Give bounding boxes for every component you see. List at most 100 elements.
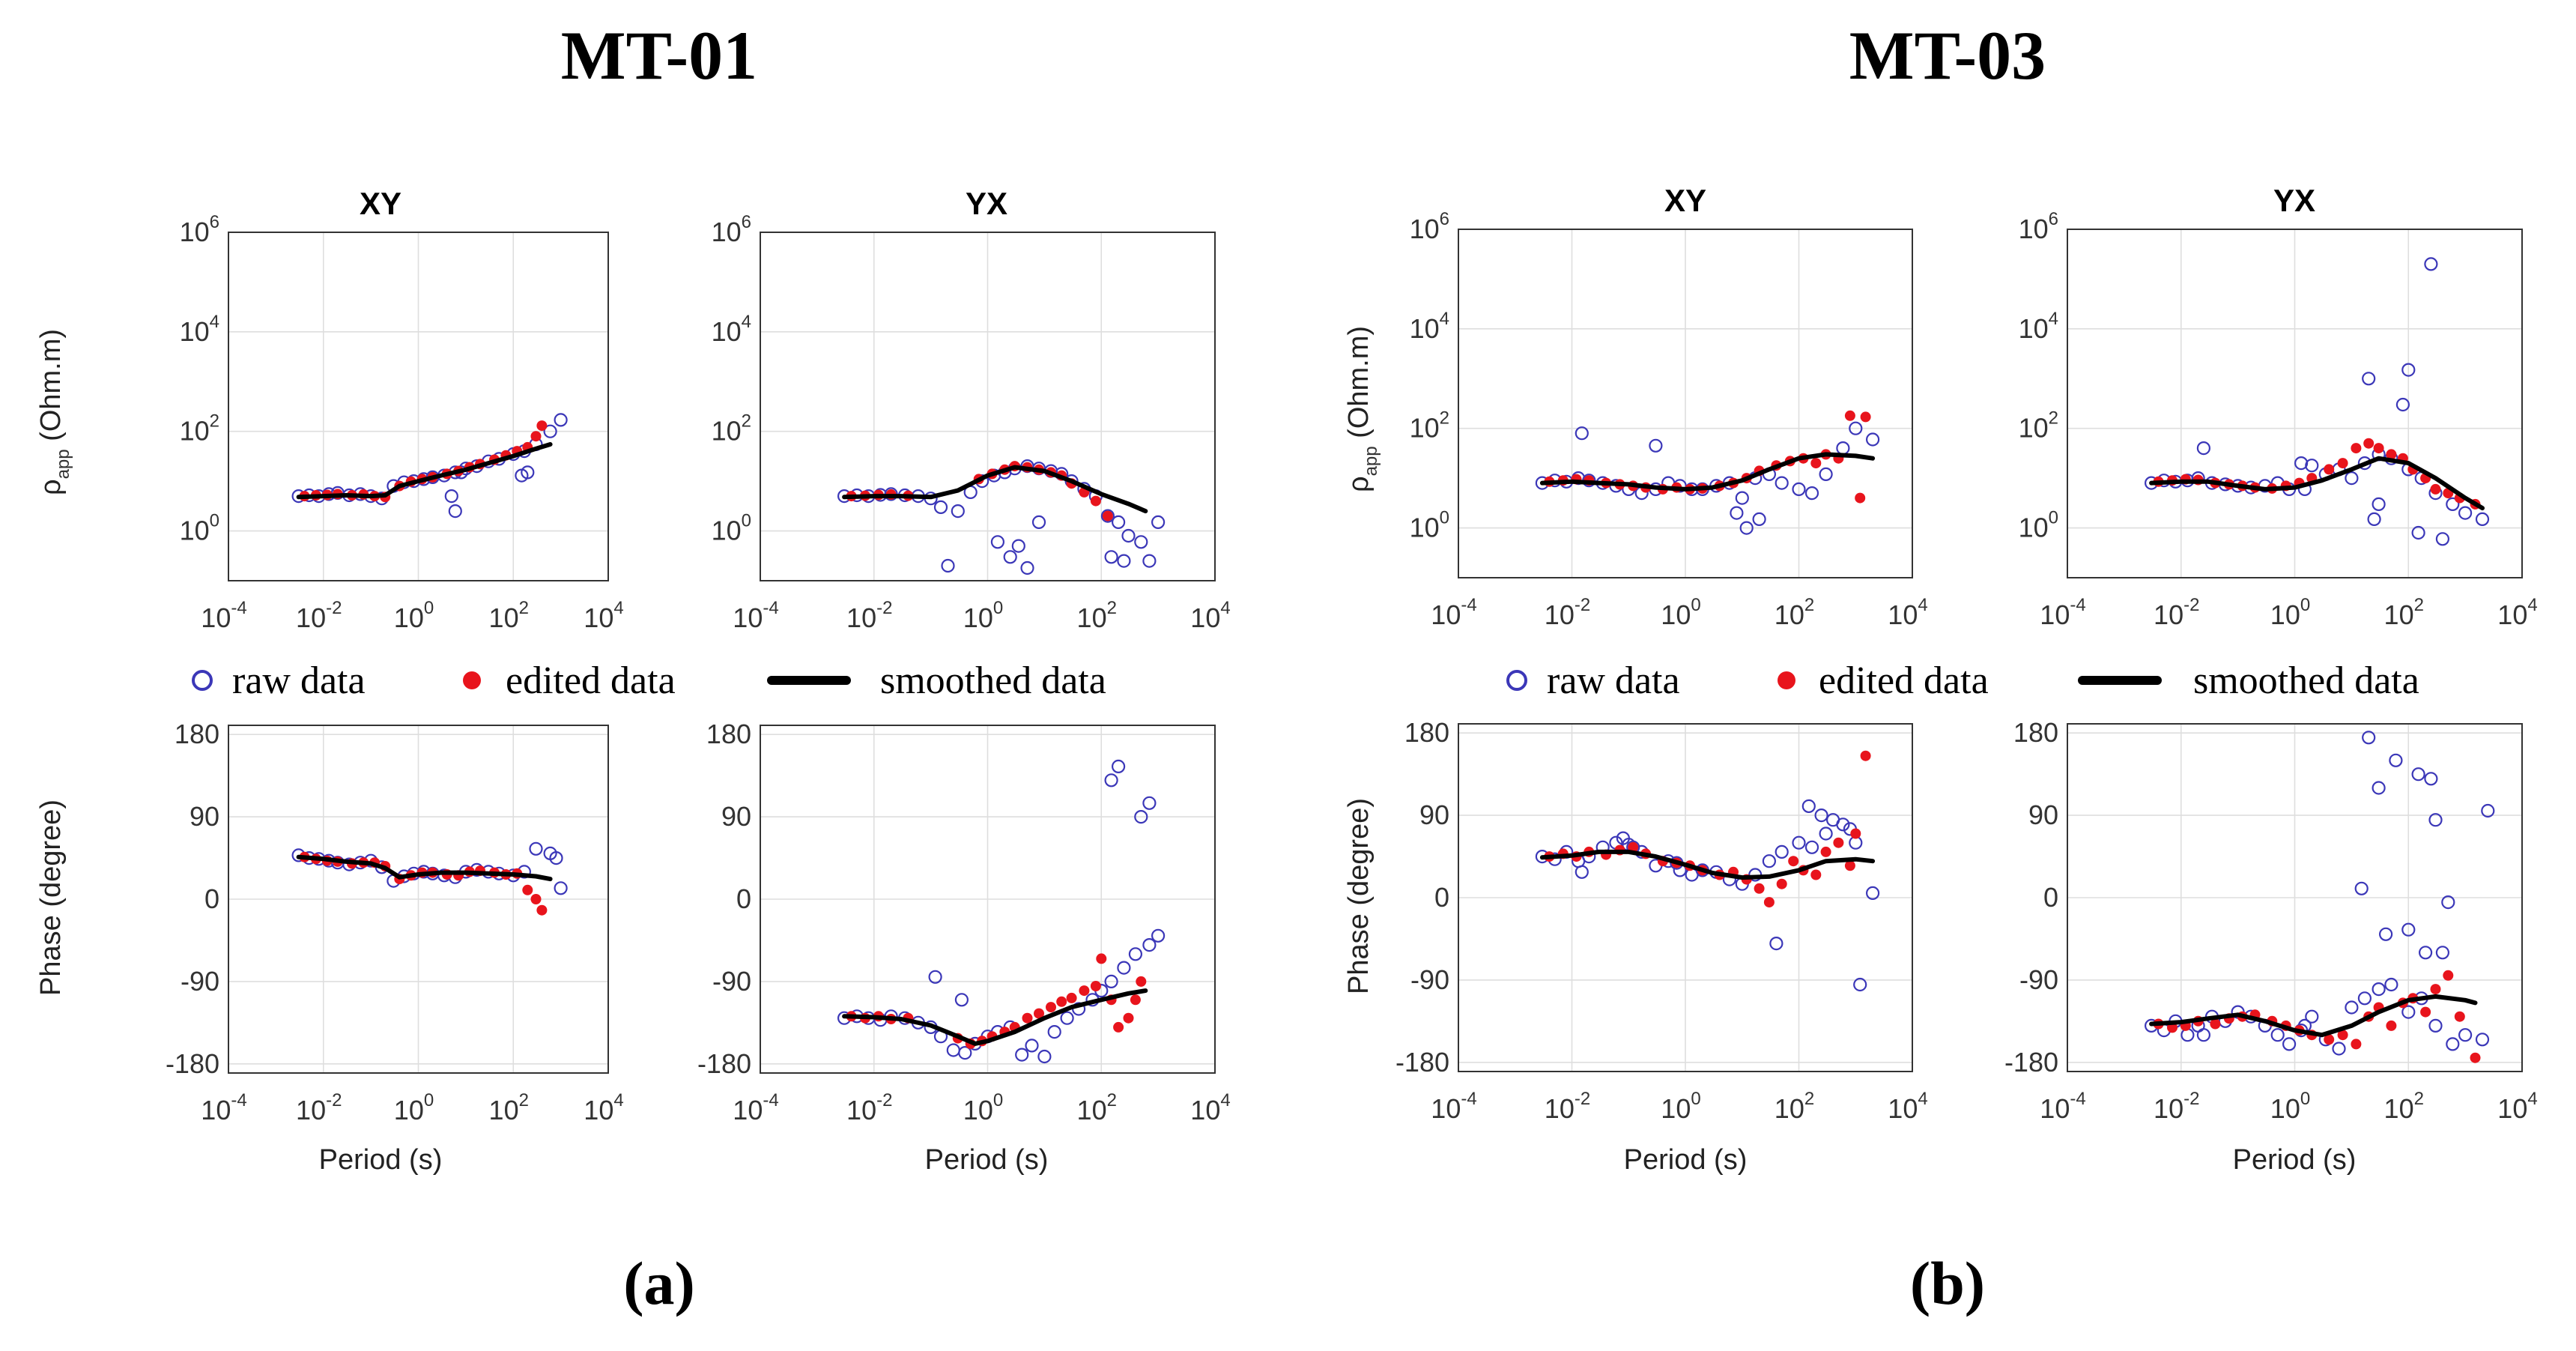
- y-tick-label: 106: [712, 212, 751, 247]
- rho-subscript: app: [1361, 446, 1381, 476]
- y-tick-label: 0: [1434, 882, 1449, 913]
- raw-data-point: [2419, 946, 2433, 960]
- x-tick-exponent: -4: [763, 598, 778, 618]
- y-tick-label: 90: [2028, 800, 2058, 830]
- raw-data-point: [2411, 525, 2425, 540]
- legend-edited-label: edited data: [506, 659, 676, 702]
- raw-data-point: [2428, 813, 2443, 827]
- x-tick-label: 102: [2384, 595, 2424, 630]
- x-tick-label: 104: [1888, 595, 1927, 630]
- x-tick-exponent: 0: [2300, 595, 2310, 615]
- rho-unit: (Ohm.m): [1343, 326, 1375, 446]
- raw-data-point: [1060, 1011, 1074, 1025]
- x-tick-exponent: 2: [519, 1090, 529, 1110]
- raw-data-point: [2345, 1000, 2359, 1015]
- x-tick-base: 10: [489, 1095, 519, 1125]
- y-tick-base: 10: [180, 217, 210, 247]
- plot-series-layer: [837, 759, 1166, 1064]
- edited-data-point: [1844, 410, 1855, 421]
- xlabel-mt03-xy: Period (s): [1624, 1144, 1748, 1176]
- edited-data-point: [1113, 1021, 1124, 1033]
- x-tick-base: 10: [2154, 1093, 2183, 1124]
- smoothed-data-line: [842, 465, 1148, 514]
- x-tick-base: 10: [584, 1095, 613, 1125]
- raw-data-point: [2384, 977, 2398, 992]
- legend-mt03: raw data edited data smoothed data: [1506, 659, 2419, 702]
- x-tick-base: 10: [963, 1095, 993, 1125]
- y-tick-base: 10: [712, 516, 742, 546]
- x-tick-exponent: -4: [2070, 595, 2085, 615]
- raw-data-point: [2379, 927, 2393, 941]
- edited-data-point: [1810, 458, 1822, 469]
- x-tick-label: 10-4: [2040, 1089, 2085, 1124]
- y-tick-base: 10: [180, 416, 210, 447]
- y-tick-base: 10: [1410, 214, 1440, 244]
- plot-border: [1458, 723, 1913, 1072]
- raw-data-point: [1853, 977, 1867, 992]
- raw-data-point: [2401, 922, 2416, 937]
- x-tick-label: 104: [2497, 1089, 2537, 1124]
- raw-data-point: [2367, 512, 2381, 527]
- y-tick-label: 102: [712, 411, 751, 447]
- plot-border: [228, 725, 609, 1074]
- raw-data-point: [1031, 515, 1046, 530]
- edited-data-point: [2210, 1018, 2221, 1030]
- x-tick-base: 10: [2384, 1093, 2414, 1124]
- legend-smoothed-label: smoothed data: [2193, 659, 2419, 702]
- edited-data-point: [530, 431, 542, 442]
- plot-series-layer: [837, 459, 1166, 575]
- y-tick-label: 100: [712, 511, 751, 546]
- edited-data-point: [2363, 438, 2375, 449]
- x-tick-label: 104: [1888, 1089, 1927, 1124]
- x-tick-label: 100: [1661, 1089, 1700, 1124]
- raw-data-point: [1128, 947, 1143, 961]
- y-tick-label: -90: [181, 966, 219, 997]
- y-tick-exponent: 6: [2049, 209, 2058, 229]
- raw-data-point: [1020, 560, 1034, 575]
- x-tick-label: 102: [1077, 1090, 1117, 1125]
- raw-data-point: [2411, 767, 2425, 782]
- x-tick-exponent: 2: [1107, 1090, 1117, 1110]
- y-tick-label: 104: [180, 312, 219, 347]
- edited-data-point: [2324, 1034, 2335, 1045]
- y-tick-label: 104: [712, 312, 751, 347]
- smoothed-data-line: [296, 854, 553, 882]
- x-tick-label: 10-4: [733, 598, 778, 633]
- x-tick-base: 10: [733, 1095, 763, 1125]
- raw-data-point: [554, 413, 568, 427]
- y-tick-base: 10: [180, 516, 210, 546]
- y-tick-label: 102: [1410, 408, 1449, 444]
- raw-data-point: [2372, 781, 2386, 795]
- x-tick-base: 10: [584, 602, 613, 633]
- x-tick-exponent: -2: [2183, 1089, 2199, 1109]
- raw-data-point: [1775, 476, 1789, 490]
- edited-data-point: [1090, 495, 1101, 507]
- raw-data-point: [928, 970, 942, 984]
- raw-data-point: [1151, 928, 1166, 943]
- station-title-mt03: MT-03: [1849, 17, 2046, 94]
- edited-data-point: [1776, 878, 1787, 889]
- x-tick-base: 10: [846, 602, 876, 633]
- y-tick-label: -180: [2004, 1047, 2058, 1078]
- x-tick-base: 10: [1775, 1093, 1804, 1124]
- x-tick-base: 10: [2040, 1093, 2070, 1124]
- x-tick-base: 10: [1431, 1093, 1461, 1124]
- y-tick-label: 90: [721, 801, 751, 832]
- x-tick-base: 10: [201, 602, 231, 633]
- raw-data-point: [1575, 865, 1589, 879]
- plot-border: [228, 232, 609, 581]
- edited-data-point: [1860, 750, 1871, 761]
- x-tick-exponent: -4: [231, 1090, 246, 1110]
- raw-data-point: [1819, 826, 1833, 841]
- edited-data-point: [1022, 1012, 1033, 1024]
- raw-data-point: [1575, 426, 1589, 441]
- component-title-xy-mt03: XY: [1664, 183, 1706, 218]
- legend-smoothed-label: smoothed data: [880, 659, 1106, 702]
- x-tick-base: 10: [489, 602, 519, 633]
- x-tick-label: 104: [584, 598, 623, 633]
- raw-data-point: [2389, 753, 2403, 767]
- rho-unit: (Ohm.m): [35, 329, 67, 449]
